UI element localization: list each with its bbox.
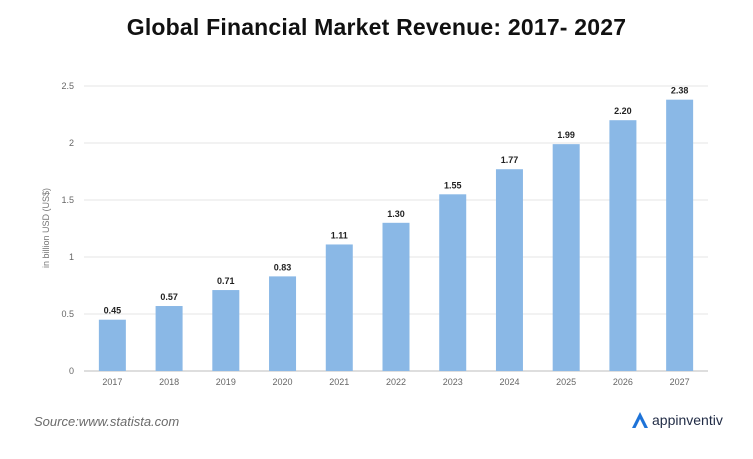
x-tick-label: 2019 bbox=[216, 377, 236, 387]
data-label-2022: 1.30 bbox=[387, 209, 405, 219]
y-tick-label: 2 bbox=[69, 138, 74, 148]
y-axis-title: in billion USD (US$) bbox=[41, 188, 51, 268]
bar-2023 bbox=[439, 194, 467, 371]
bar-2019 bbox=[212, 290, 240, 371]
bar-2026 bbox=[609, 120, 637, 371]
chart-title: Global Financial Market Revenue: 2017- 2… bbox=[126, 14, 627, 40]
x-tick-label: 2026 bbox=[613, 377, 633, 387]
y-tick-label: 0 bbox=[69, 366, 74, 376]
bar-2022 bbox=[382, 222, 410, 371]
data-label-2019: 0.71 bbox=[217, 276, 235, 286]
x-tick-label: 2018 bbox=[159, 377, 179, 387]
x-tick-label: 2025 bbox=[556, 377, 576, 387]
x-tick-label: 2027 bbox=[670, 377, 690, 387]
data-label-2017: 0.45 bbox=[104, 306, 122, 316]
data-label-2018: 0.57 bbox=[160, 292, 178, 302]
brand-name: appinventiv bbox=[652, 412, 723, 428]
brand-logo: appinventiv bbox=[630, 410, 723, 430]
data-label-2025: 1.99 bbox=[557, 130, 575, 140]
x-axis-ticks: 2017 2018 2019 2020 2021 2022 2023 2024 2025 2026… bbox=[102, 377, 689, 387]
x-tick-label: 2017 bbox=[102, 377, 122, 387]
data-label-2021: 1.11 bbox=[331, 230, 348, 240]
y-tick-label: 1.5 bbox=[61, 195, 74, 205]
y-tick-label: 1 bbox=[69, 252, 74, 262]
bar-2025 bbox=[552, 144, 580, 371]
data-label-2026: 2.20 bbox=[614, 106, 632, 116]
bar-2024 bbox=[495, 169, 523, 371]
x-tick-label: 2024 bbox=[499, 377, 519, 387]
data-label-2023: 1.55 bbox=[444, 180, 462, 190]
x-tick-label: 2021 bbox=[329, 377, 349, 387]
y-axis-ticks: 0 0.5 1 1.5 2 2.5 bbox=[61, 81, 74, 376]
x-tick-label: 2023 bbox=[443, 377, 463, 387]
data-label-2024: 1.77 bbox=[501, 155, 519, 165]
data-label-2027: 2.38 bbox=[671, 86, 689, 96]
bar-2017 bbox=[98, 319, 126, 371]
source-text: Source:www.statista.com bbox=[34, 414, 180, 429]
bar-2021 bbox=[325, 244, 353, 371]
data-labels: 0.45 0.57 0.71 0.83 1.11 1.30 1.55 1.77 1.99 2.20… bbox=[104, 86, 689, 316]
bar-2027 bbox=[666, 99, 694, 372]
appinventiv-logo-icon bbox=[632, 412, 648, 428]
y-tick-label: 0.5 bbox=[61, 309, 74, 319]
x-tick-label: 2022 bbox=[386, 377, 406, 387]
x-tick-label: 2020 bbox=[273, 377, 293, 387]
bar-2018 bbox=[155, 306, 183, 371]
bars bbox=[98, 99, 694, 372]
y-tick-label: 2.5 bbox=[61, 81, 74, 91]
bar-2020 bbox=[269, 276, 297, 371]
data-label-2020: 0.83 bbox=[274, 262, 292, 272]
